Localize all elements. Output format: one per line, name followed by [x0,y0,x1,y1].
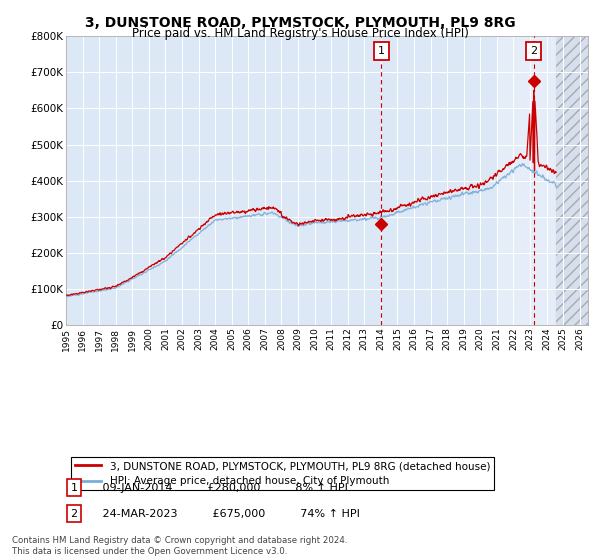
Text: 2: 2 [530,46,538,56]
Bar [556,36,588,325]
Text: 1: 1 [70,483,77,493]
Text: Contains HM Land Registry data © Crown copyright and database right 2024.
This d: Contains HM Land Registry data © Crown c… [12,536,347,556]
Text: 3, DUNSTONE ROAD, PLYMSTOCK, PLYMOUTH, PL9 8RG: 3, DUNSTONE ROAD, PLYMSTOCK, PLYMOUTH, P… [85,16,515,30]
Text: 24-MAR-2023          £675,000          74% ↑ HPI: 24-MAR-2023 £675,000 74% ↑ HPI [92,508,360,519]
Text: Price paid vs. HM Land Registry's House Price Index (HPI): Price paid vs. HM Land Registry's House … [131,27,469,40]
Bar [497,36,556,325]
Text: 2: 2 [70,508,77,519]
Legend: 3, DUNSTONE ROAD, PLYMSTOCK, PLYMOUTH, PL9 8RG (detached house), HPI: Average pr: 3, DUNSTONE ROAD, PLYMSTOCK, PLYMOUTH, P… [71,457,494,491]
Text: 1: 1 [378,46,385,56]
Bar [556,36,588,325]
Text: 09-JAN-2014          £280,000          8% ↑ HPI: 09-JAN-2014 £280,000 8% ↑ HPI [92,483,348,493]
